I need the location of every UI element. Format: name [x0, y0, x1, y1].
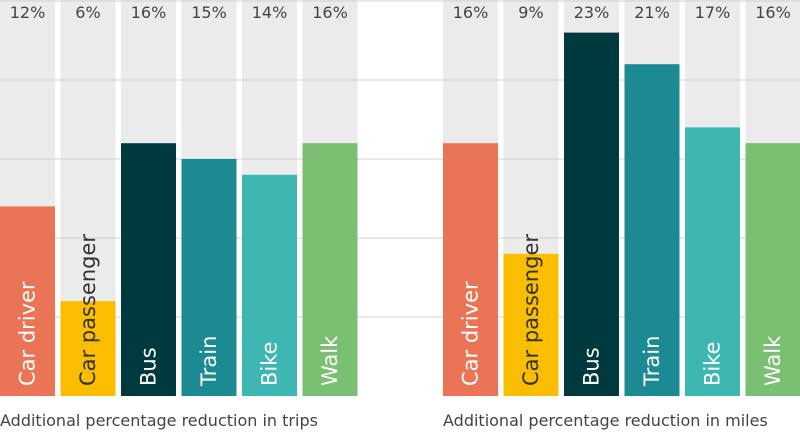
- value-label: 16%: [755, 3, 791, 22]
- bar: [0, 206, 55, 396]
- category-label: Car driver: [459, 281, 483, 386]
- bar: [302, 143, 358, 396]
- category-label: Train: [197, 336, 221, 387]
- bar: [242, 174, 297, 396]
- category-label: Train: [640, 336, 664, 387]
- category-label: Car driver: [16, 281, 40, 386]
- value-label: 17%: [695, 3, 731, 22]
- value-label: 12%: [10, 3, 46, 22]
- category-label: Bus: [580, 347, 604, 386]
- bar: [624, 64, 680, 396]
- category-label: Bike: [258, 341, 282, 386]
- category-label: Walk: [318, 335, 342, 386]
- value-label: 15%: [191, 3, 227, 22]
- value-label: 16%: [312, 3, 348, 22]
- chart-group-2: 16% Car driver 9% Car passenger 23% Bus 21% Tra…: [443, 0, 800, 430]
- bar: [443, 143, 498, 396]
- bar: [503, 253, 559, 396]
- value-label: 14%: [252, 3, 288, 22]
- category-label: Car passenger: [519, 234, 543, 386]
- bar: [745, 143, 800, 396]
- chart-group-1: 12% Car driver 6% Car passenger 16% Bus 15% Tra…: [0, 0, 358, 430]
- category-label: Car passenger: [76, 234, 100, 386]
- category-label: Walk: [761, 335, 785, 386]
- category-label: Bus: [137, 347, 161, 386]
- value-label: 23%: [574, 3, 610, 22]
- x-axis-label: Additional percentage reduction in miles: [443, 411, 768, 430]
- bar: [121, 143, 176, 396]
- value-label: 16%: [131, 3, 167, 22]
- bar: [60, 301, 116, 396]
- value-label: 6%: [75, 3, 100, 22]
- category-label: Bike: [701, 341, 725, 386]
- bar: [564, 32, 619, 396]
- value-label: 16%: [453, 3, 489, 22]
- x-axis-label: Additional percentage reduction in trips: [0, 411, 318, 430]
- bar: [181, 159, 237, 396]
- bar: [685, 127, 740, 397]
- value-label: 9%: [518, 3, 543, 22]
- value-label: 21%: [634, 3, 670, 22]
